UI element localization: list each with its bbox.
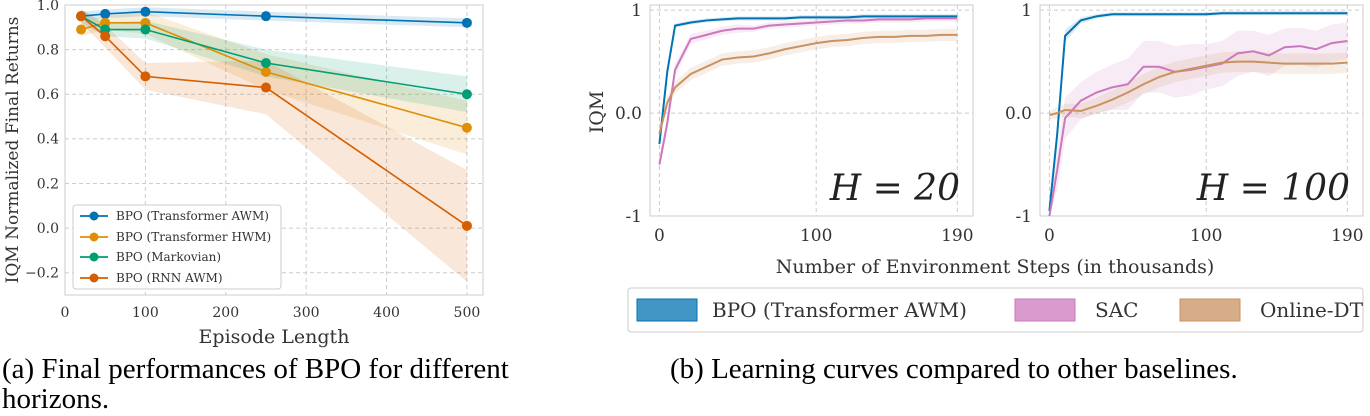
- y-tick-label: -1: [625, 207, 642, 227]
- data-point: [100, 8, 111, 19]
- y-tick-label: -1: [1015, 207, 1032, 227]
- x-axis-label-a: Episode Length: [199, 326, 350, 348]
- y-tick-label: 0.0: [1005, 104, 1032, 124]
- grid-b-h20: [650, 5, 973, 217]
- bands-b-h20: [659, 14, 958, 170]
- caption-a: (a) Final performances of BPO for differ…: [2, 353, 509, 415]
- x-tick-label: 100: [800, 226, 832, 246]
- series-lines-a: [76, 6, 472, 231]
- legend-label: SAC: [1095, 298, 1138, 322]
- legend-entry: BPO (Markovian): [80, 250, 221, 264]
- x-tick-label: 300: [293, 305, 320, 321]
- data-point: [461, 89, 472, 100]
- grid-b-h100: [1040, 5, 1363, 217]
- series-line: [1049, 60, 1348, 117]
- series-line: [658, 15, 958, 145]
- legend-entry: Online-DT: [1179, 298, 1364, 322]
- x-tick-label: 200: [212, 305, 239, 321]
- data-point: [140, 71, 151, 82]
- series-band: [1049, 51, 1348, 120]
- x-tick-label: 100: [132, 305, 159, 321]
- series-band: [1049, 22, 1348, 217]
- series-band: [81, 11, 467, 155]
- series-lines-b-h20: [658, 15, 958, 165]
- legend-label: BPO (RNN AWM): [116, 271, 223, 285]
- data-point: [76, 11, 87, 22]
- panel-b-h100: 0 100 190 -1 0.0 1 H = 100: [1005, 1, 1364, 246]
- y-tick-label: 1: [631, 1, 642, 21]
- series-line: [1048, 12, 1348, 211]
- bands-b-h100: [1049, 11, 1348, 217]
- data-point: [260, 58, 271, 68]
- legend-label: BPO (Transformer HWM): [116, 230, 271, 244]
- y-tick-label: 0.8: [37, 43, 59, 59]
- series-band: [81, 9, 467, 282]
- ticks-b-h100: 0 100 190 -1 0.0 1: [1005, 1, 1364, 246]
- x-tick-label: 0: [1044, 226, 1055, 246]
- legend-entry: BPO (Transformer AWM): [80, 209, 269, 223]
- series-line: [658, 33, 958, 134]
- x-tick-label: 190: [941, 226, 973, 246]
- ticks-a: 0 100 200 300 400 500 −0.2 0.0 0.2 0.4 0.6 0.8 1.0: [25, 0, 480, 321]
- ticks-b-h20: 0 100 190 -1 0.0 1: [615, 1, 974, 246]
- x-tick-label: 400: [373, 305, 400, 321]
- data-point: [260, 66, 271, 77]
- data-point: [140, 24, 151, 35]
- y-axis-label-b: IQM: [586, 91, 608, 134]
- y-tick-label: 0.4: [37, 132, 59, 148]
- y-tick-label: 0.0: [615, 104, 642, 124]
- y-tick-label: −0.2: [25, 266, 59, 282]
- panel-a-final-performance: 0 100 200 300 400 500 −0.2 0.0 0.2 0.4 0.6 0.8 1.0 I…: [3, 0, 484, 348]
- data-point: [461, 122, 472, 133]
- y-tick-label: 0.0: [37, 221, 59, 237]
- legend-label: BPO (Transformer AWM): [116, 209, 269, 223]
- y-tick-label: 1.0: [37, 0, 59, 14]
- series-line: [1048, 40, 1348, 217]
- plot-area-b-h100: [1039, 4, 1364, 217]
- y-axis-label-a: IQM Normalized Final Returns: [3, 17, 23, 284]
- x-tick-label: 0: [654, 226, 665, 246]
- panel-annotation-h20: H = 20: [829, 168, 960, 209]
- legend-label: BPO (Transformer AWM): [712, 298, 967, 322]
- data-point: [76, 24, 87, 35]
- legend-label: BPO (Markovian): [116, 250, 221, 264]
- caption-b: (b) Learning curves compared to other ba…: [670, 353, 1238, 385]
- legend-entry: BPO (RNN AWM): [80, 271, 223, 285]
- data-point: [260, 11, 271, 22]
- series-line: [658, 17, 958, 165]
- data-point: [260, 82, 271, 93]
- legend-entry: BPO (Transformer HWM): [80, 230, 271, 244]
- legend-label: Online-DT: [1260, 298, 1364, 322]
- y-tick-label: 0.6: [37, 87, 59, 103]
- y-tick-label: 1: [1021, 1, 1032, 21]
- data-point: [140, 6, 151, 17]
- series-lines-b-h100: [1048, 12, 1348, 217]
- x-tick-label: 500: [454, 305, 481, 321]
- x-tick-label: 190: [1331, 226, 1363, 246]
- legend-entry: SAC: [1014, 298, 1138, 322]
- plot-area-b-h20: [649, 4, 974, 217]
- legend-entry: BPO (Transformer AWM): [636, 298, 967, 322]
- legend-b: BPO (Transformer AWM) SAC Online-DT: [627, 287, 1364, 333]
- x-tick-label: 100: [1190, 226, 1222, 246]
- data-point: [100, 31, 111, 42]
- series-band: [659, 28, 958, 139]
- data-point: [461, 220, 472, 231]
- panel-annotation-h100: H = 100: [1196, 168, 1350, 209]
- x-tick-label: 0: [61, 305, 70, 321]
- x-axis-label-b: Number of Environment Steps (in thousand…: [776, 256, 1215, 278]
- y-tick-label: 0.2: [37, 176, 59, 192]
- panel-b-h20: 0 100 190 -1 0.0 1 H = 20 IQM: [586, 1, 974, 246]
- legend-a: BPO (Transformer AWM) BPO (Transformer H…: [72, 204, 282, 290]
- data-point: [461, 17, 472, 28]
